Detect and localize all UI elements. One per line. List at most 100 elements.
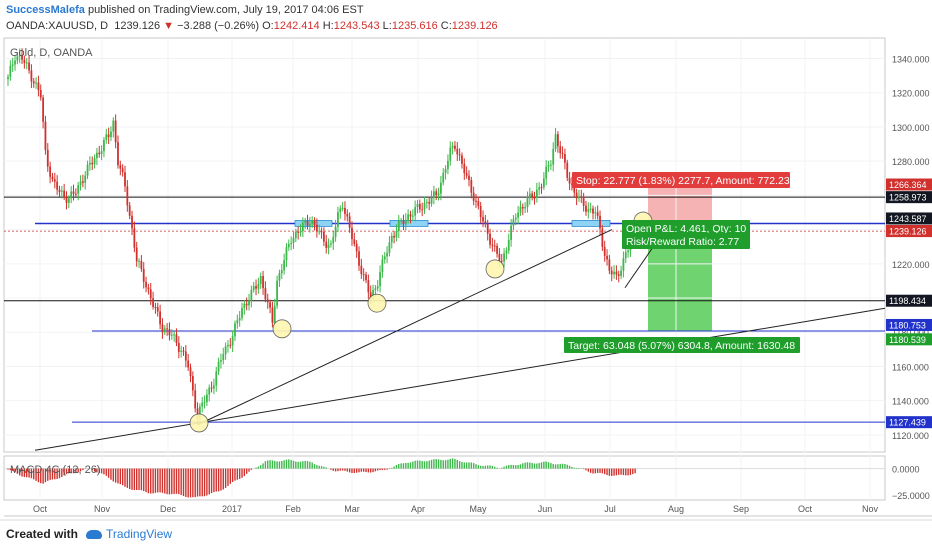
candle-body: [608, 259, 611, 271]
x-tick-label: Jul: [604, 504, 616, 514]
candle-body: [496, 245, 498, 254]
candle-body: [575, 192, 578, 199]
open-pnl-label: Open P&L: 4.461, Qty: 10: [626, 223, 746, 235]
stop-label-box: [572, 172, 790, 188]
candle-body: [447, 160, 449, 170]
candle-body: [315, 224, 318, 232]
candle-body: [451, 145, 454, 148]
high-value: 1243.543: [333, 20, 380, 32]
price-level-label: 1266.364: [889, 180, 927, 190]
author-link[interactable]: SuccessMalefa: [6, 4, 85, 16]
candle-body: [390, 235, 393, 243]
macd-title: MACD 4C (12, 26): [10, 464, 100, 476]
candle-body: [140, 260, 143, 269]
candle-body: [227, 344, 229, 347]
candle-body: [510, 225, 512, 240]
candle-body: [404, 219, 407, 225]
x-tick-label: Mar: [344, 504, 360, 514]
candle-body: [489, 233, 491, 245]
candle-body: [280, 270, 283, 274]
candle-body: [468, 175, 470, 180]
candle-body: [461, 155, 463, 164]
candle-body: [393, 235, 395, 238]
candle-body: [35, 82, 37, 84]
candle-body: [121, 168, 124, 173]
tradingview-brand[interactable]: TradingView: [106, 527, 173, 541]
candle-body: [273, 305, 276, 323]
candle-body: [505, 250, 508, 254]
candle-body: [454, 145, 456, 149]
candle-body: [503, 253, 505, 262]
candle-body: [86, 164, 89, 176]
candle-body: [578, 196, 580, 199]
candle-body: [337, 212, 339, 227]
candle-body: [294, 231, 297, 239]
price-level-label: 1239.126: [889, 227, 927, 237]
candle-body: [353, 239, 356, 244]
price-level-box: [886, 225, 932, 238]
candle-body: [255, 286, 257, 289]
open-pnl-label-box: [622, 220, 750, 236]
candle-body: [25, 62, 28, 64]
candle-body: [407, 214, 410, 220]
candle-body: [409, 214, 412, 217]
candle-body: [39, 90, 42, 98]
candle-body: [229, 344, 232, 346]
candle-body: [117, 142, 119, 166]
candle-body: [372, 289, 374, 299]
candle-body: [580, 196, 583, 198]
price-level-label: 1243.587: [889, 214, 927, 224]
price-level-label: 1198.434: [889, 296, 926, 306]
created-with-text: Created with: [6, 527, 79, 541]
long-trend-line: [34, 307, 886, 451]
close-label: C:: [440, 20, 452, 32]
price-level-box: [886, 333, 932, 346]
candle-body: [30, 70, 33, 82]
candle-body: [170, 334, 173, 336]
price-level-box: [886, 178, 932, 191]
candle-body: [285, 247, 288, 261]
candle-body: [332, 236, 335, 244]
candle-body: [344, 207, 346, 214]
candle-body: [133, 228, 136, 248]
candle-body: [287, 243, 290, 248]
candle-body: [512, 219, 515, 226]
change-value: −3.288 (−0.26%): [177, 20, 260, 32]
candle-body: [358, 251, 360, 266]
candle-body: [248, 300, 250, 306]
candle-body: [271, 307, 274, 323]
candle-body: [479, 205, 482, 217]
candle-body: [435, 191, 438, 196]
y-tick-label: 1280.000: [892, 157, 930, 167]
candle-body: [526, 198, 529, 208]
macd-tick-label: −25.0000: [892, 491, 930, 501]
candle-body: [388, 242, 391, 253]
y-tick-label: 1340.000: [892, 55, 930, 65]
candle-body: [124, 172, 126, 187]
candle-body: [313, 221, 316, 225]
candle-body: [93, 158, 96, 165]
candle-body: [559, 146, 562, 154]
candle-body: [564, 154, 566, 163]
candle-body: [152, 298, 154, 307]
low-label: L:: [382, 20, 392, 32]
x-tick-label: Nov: [94, 504, 111, 514]
candle-body: [224, 346, 227, 355]
candle-body: [77, 184, 80, 194]
candle-body: [304, 220, 307, 223]
candle-body: [432, 191, 435, 198]
candle-body: [592, 208, 594, 214]
candle-body: [159, 311, 161, 325]
x-tick-label: Oct: [798, 504, 813, 514]
candle-body: [430, 197, 433, 204]
candle-body: [283, 260, 286, 271]
candle-body: [131, 215, 133, 229]
candle-body: [613, 271, 615, 275]
candle-body: [154, 306, 157, 308]
candle-body: [222, 354, 225, 361]
candle-body: [376, 286, 379, 289]
price-level-label: 1180.753: [889, 320, 926, 330]
level-highlight-box: [571, 220, 611, 227]
candle-body: [259, 275, 262, 284]
